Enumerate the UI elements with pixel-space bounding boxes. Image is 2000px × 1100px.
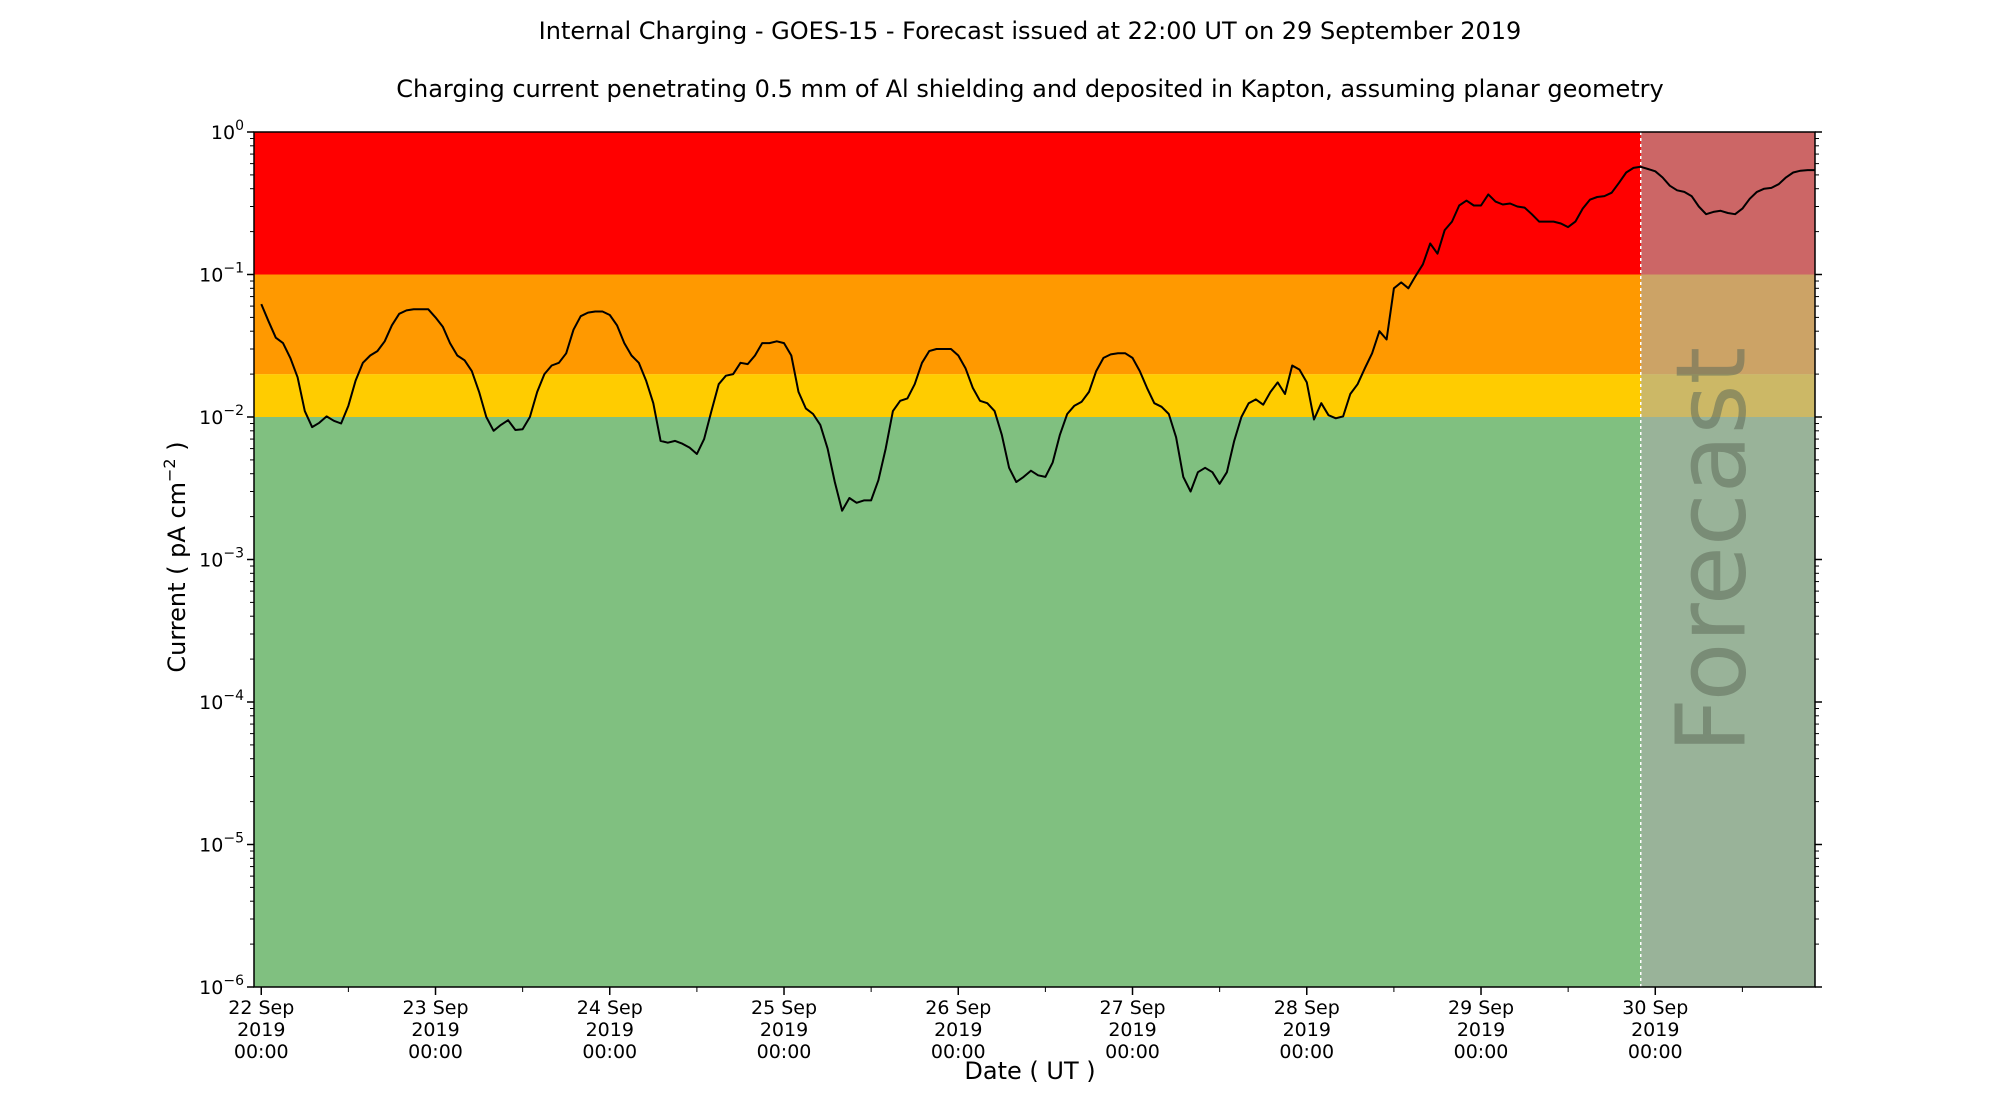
x-axis-label: Date ( UT ) <box>964 1057 1095 1085</box>
y-tick-exponent: −4 <box>223 688 244 704</box>
x-tick-label-line: 00:00 <box>931 1041 986 1063</box>
series-line-0 <box>260 165 1815 512</box>
forecast-label: Forecast <box>1656 347 1768 753</box>
y-tick-base: 10 <box>199 265 223 287</box>
x-tick-label-line: 2019 <box>760 1019 808 1041</box>
x-tick-label-line: 00:00 <box>757 1041 812 1063</box>
y-tick-exponent: 0 <box>235 118 244 134</box>
x-tick-label-6: 28 Sep 2019 00:00 <box>1274 997 1340 1063</box>
x-tick-label-line: 30 Sep <box>1622 997 1688 1019</box>
y-tick-exponent: −3 <box>223 546 244 562</box>
x-tick-label-1: 23 Sep 2019 00:00 <box>402 997 468 1063</box>
x-tick-label-2: 24 Sep 2019 00:00 <box>577 997 643 1063</box>
risk-band-2 <box>254 274 1815 375</box>
y-tick-exponent: −2 <box>223 403 244 419</box>
x-tick-label-0: 22 Sep 2019 00:00 <box>228 997 294 1063</box>
risk-band-3 <box>254 132 1815 275</box>
x-tick-label-line: 2019 <box>934 1019 982 1041</box>
y-axis-label-main: Current ( pA cm <box>163 482 191 673</box>
y-tick-label-6: 100 <box>211 118 244 144</box>
y-tick-exponent: −5 <box>223 831 244 847</box>
y-tick-base: 10 <box>211 122 235 144</box>
y-tick-exponent: −1 <box>223 261 244 277</box>
x-tick-label-5: 27 Sep 2019 00:00 <box>1100 997 1166 1063</box>
x-tick-label-line: 2019 <box>1283 1019 1331 1041</box>
x-tick-label-line: 23 Sep <box>402 997 468 1019</box>
risk-band-0 <box>254 417 1815 987</box>
x-tick-label-line: 2019 <box>1631 1019 1679 1041</box>
y-axis-label: Current ( pA cm−2 ) <box>160 441 191 672</box>
x-tick-label-line: 00:00 <box>234 1041 289 1063</box>
risk-band-1 <box>254 374 1815 417</box>
x-tick-label-line: 2019 <box>237 1019 285 1041</box>
x-tick-label-line: 2019 <box>411 1019 459 1041</box>
x-tick-label-line: 2019 <box>1457 1019 1505 1041</box>
chart-subtitle: Charging current penetrating 0.5 mm of A… <box>396 75 1664 103</box>
x-tick-label-line: 00:00 <box>1628 1041 1683 1063</box>
y-tick-label-3: 10−3 <box>199 546 244 572</box>
x-tick-label-line: 00:00 <box>1454 1041 1509 1063</box>
y-tick-base: 10 <box>199 407 223 429</box>
x-tick-label-4: 26 Sep 2019 00:00 <box>925 997 991 1063</box>
y-tick-base: 10 <box>199 692 223 714</box>
x-tick-label-8: 30 Sep 2019 00:00 <box>1622 997 1688 1063</box>
x-tick-label-line: 00:00 <box>582 1041 637 1063</box>
chart-title: Internal Charging - GOES-15 - Forecast i… <box>539 17 1522 45</box>
x-tick-label-line: 26 Sep <box>925 997 991 1019</box>
x-tick-label-3: 25 Sep 2019 00:00 <box>751 997 817 1063</box>
forecast-overlay <box>1640 132 1815 987</box>
x-tick-label-line: 00:00 <box>408 1041 463 1063</box>
x-tick-label-line: 24 Sep <box>577 997 643 1019</box>
x-tick-label-line: 27 Sep <box>1100 997 1166 1019</box>
y-axis-label-exponent: −2 <box>160 458 179 482</box>
y-axis-label-suffix: ) <box>163 441 191 458</box>
y-tick-label-1: 10−5 <box>199 831 244 857</box>
x-tick-label-line: 28 Sep <box>1274 997 1340 1019</box>
x-tick-label-line: 00:00 <box>1279 1041 1334 1063</box>
y-tick-label-5: 10−1 <box>199 261 244 287</box>
y-tick-base: 10 <box>199 977 223 999</box>
y-tick-base: 10 <box>199 835 223 857</box>
x-tick-label-line: 2019 <box>1108 1019 1156 1041</box>
y-tick-label-0: 10−6 <box>199 973 244 999</box>
y-tick-exponent: −6 <box>223 973 244 989</box>
x-tick-label-line: 00:00 <box>1105 1041 1160 1063</box>
y-tick-label-2: 10−4 <box>199 688 244 714</box>
y-tick-base: 10 <box>199 550 223 572</box>
x-tick-label-7: 29 Sep 2019 00:00 <box>1448 997 1514 1063</box>
x-tick-label-line: 2019 <box>586 1019 634 1041</box>
x-tick-label-line: 29 Sep <box>1448 997 1514 1019</box>
x-tick-label-line: 22 Sep <box>228 997 294 1019</box>
x-tick-label-line: 25 Sep <box>751 997 817 1019</box>
y-tick-label-4: 10−2 <box>199 403 244 429</box>
